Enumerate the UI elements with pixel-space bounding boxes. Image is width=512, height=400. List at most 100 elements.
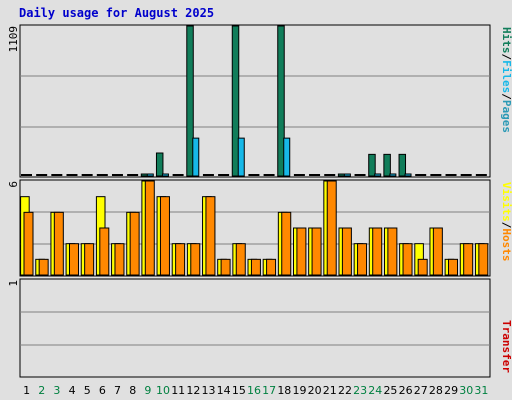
bar-files-day-9	[146, 173, 154, 177]
bar-hosts-day-15	[235, 243, 246, 276]
bar-files-day-24	[374, 173, 382, 177]
day-label-23: 23	[353, 384, 367, 397]
bar-hosts-day-19	[296, 227, 307, 276]
bar-hosts-day-1	[23, 211, 34, 276]
panel-frame	[19, 24, 491, 178]
series-legend-label: Hits/Files/Pages	[500, 27, 512, 133]
day-label-18: 18	[277, 384, 291, 397]
day-label-14: 14	[217, 384, 231, 397]
legend-part-pages: Pages	[500, 100, 512, 133]
bar-hosts-day-25	[387, 227, 398, 276]
bar-files-day-10	[161, 173, 169, 177]
day-label-31: 31	[474, 384, 488, 397]
day-label-5: 5	[84, 384, 91, 397]
bar-hosts-day-30	[463, 243, 474, 276]
bar-hosts-day-13	[205, 196, 216, 276]
bar-files-day-22	[343, 173, 351, 177]
bar-hosts-day-7	[114, 243, 125, 276]
day-label-20: 20	[308, 384, 322, 397]
day-label-8: 8	[129, 384, 136, 397]
bar-hits-day-25	[383, 153, 391, 177]
y-max-label: 1	[7, 280, 20, 287]
bar-hosts-day-10	[159, 196, 170, 276]
bar-files-day-18	[283, 137, 291, 177]
day-label-24: 24	[368, 384, 382, 397]
day-label-17: 17	[262, 384, 276, 397]
bar-hosts-day-3	[53, 211, 64, 276]
day-label-10: 10	[156, 384, 170, 397]
bar-files-day-25	[389, 173, 397, 177]
day-label-19: 19	[292, 384, 306, 397]
day-label-12: 12	[186, 384, 200, 397]
day-label-29: 29	[444, 384, 458, 397]
panel-transfer	[19, 278, 491, 378]
bar-hosts-day-24	[372, 227, 383, 276]
day-label-30: 30	[459, 384, 473, 397]
bar-hosts-day-8	[129, 211, 140, 276]
day-label-28: 28	[429, 384, 443, 397]
bar-files-day-15	[237, 137, 245, 177]
bar-hosts-day-27	[417, 258, 428, 276]
bar-hosts-day-9	[144, 180, 155, 276]
panel-frame	[19, 278, 491, 378]
bar-hits-day-24	[368, 153, 376, 177]
day-label-1: 1	[23, 384, 30, 397]
legend-part-hosts: Hosts	[500, 228, 512, 261]
day-label-26: 26	[399, 384, 413, 397]
bar-hosts-day-12	[190, 243, 201, 276]
day-label-16: 16	[247, 384, 261, 397]
bar-hosts-day-18	[281, 211, 292, 276]
bar-hits-day-10	[155, 152, 164, 177]
bar-hosts-day-23	[357, 243, 368, 276]
y-max-label: 1109	[7, 26, 20, 53]
bar-hosts-day-11	[175, 243, 186, 276]
day-label-11: 11	[171, 384, 185, 397]
day-label-2: 2	[38, 384, 45, 397]
bar-hits-day-26	[398, 153, 407, 177]
panel-visits-hosts	[19, 179, 491, 277]
bar-hits-day-15	[231, 25, 240, 177]
bar-hosts-day-28	[432, 227, 443, 276]
day-label-13: 13	[202, 384, 216, 397]
bar-hosts-day-6	[99, 227, 110, 276]
day-label-7: 7	[114, 384, 121, 397]
bar-hosts-day-5	[84, 243, 95, 276]
series-legend-label: Transfer	[500, 320, 512, 373]
bar-hosts-day-29	[448, 258, 459, 276]
bar-hosts-day-14	[220, 258, 231, 276]
day-label-22: 22	[338, 384, 352, 397]
day-label-3: 3	[53, 384, 60, 397]
series-legend-label: Visits/Hosts	[500, 182, 512, 262]
day-label-6: 6	[99, 384, 106, 397]
bar-hosts-day-21	[326, 180, 337, 276]
y-max-label: 6	[7, 181, 20, 188]
legend-part-files: Files	[500, 60, 512, 93]
legend-part-slash: /	[500, 54, 512, 61]
bar-hosts-day-17	[266, 258, 277, 276]
bar-hosts-day-16	[250, 258, 261, 276]
legend-part-visits: Visits	[500, 182, 512, 222]
bar-hosts-day-20	[311, 227, 322, 276]
bar-hosts-day-26	[402, 243, 413, 276]
legend-part-transfer: Transfer	[500, 320, 512, 373]
bar-files-day-12	[192, 137, 200, 177]
panel-hits-files-pages	[19, 24, 491, 178]
bar-hits-day-12	[186, 25, 194, 177]
day-label-21: 21	[323, 384, 337, 397]
legend-part-slash: /	[500, 222, 512, 229]
legend-part-hits: Hits	[500, 27, 512, 54]
bar-hosts-day-4	[68, 243, 79, 276]
bar-hosts-day-2	[38, 258, 49, 276]
day-label-4: 4	[69, 384, 76, 397]
bar-hits-day-18	[277, 25, 285, 177]
chart-title: Daily usage for August 2025	[19, 6, 215, 20]
day-label-25: 25	[383, 384, 397, 397]
day-label-15: 15	[232, 384, 246, 397]
bar-files-day-26	[404, 173, 412, 177]
day-label-9: 9	[144, 384, 151, 397]
bar-hosts-day-31	[478, 243, 489, 276]
day-label-27: 27	[414, 384, 428, 397]
legend-part-slash: /	[500, 93, 512, 100]
bar-hosts-day-22	[341, 227, 352, 276]
